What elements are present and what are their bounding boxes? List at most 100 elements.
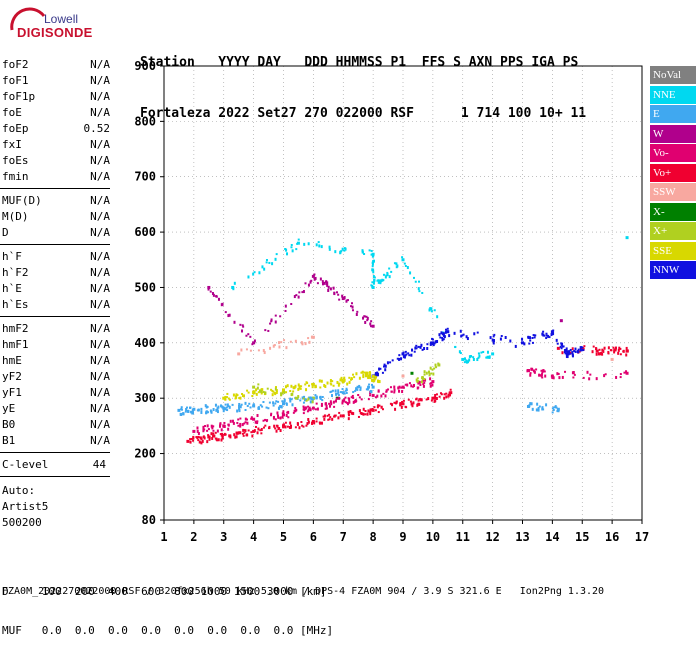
param-name: C-level	[2, 458, 49, 471]
trace-dot	[272, 401, 275, 405]
trace-dot	[221, 434, 224, 437]
param-row-fxi: fxI N/A	[2, 138, 110, 152]
trace-dot	[307, 408, 310, 412]
trace-dot	[571, 351, 574, 355]
trace-dot	[247, 391, 250, 394]
trace-dot	[319, 395, 322, 399]
trace-dot	[347, 410, 350, 413]
trace-dot	[417, 280, 420, 283]
trace-dot	[284, 385, 287, 389]
trace-dot	[432, 344, 435, 347]
trace-dot	[238, 402, 241, 406]
trace-dot	[330, 390, 333, 393]
trace-dot	[424, 378, 427, 382]
trace-dot	[321, 280, 324, 284]
trace-dot	[285, 248, 288, 252]
trace-dot	[573, 373, 576, 376]
trace-dot	[329, 382, 332, 385]
trace-dot	[465, 360, 468, 364]
trace-dot	[434, 393, 437, 397]
trace-dot	[306, 422, 309, 426]
x-tick-label: 10	[426, 530, 440, 544]
trace-dot	[277, 416, 280, 419]
trace-dot	[569, 348, 572, 351]
trace-dot	[388, 267, 391, 270]
trace-dot	[329, 400, 332, 404]
header-line-2: Fortaleza 2022 Set27 270 022000 RSF 1 71…	[140, 106, 587, 121]
trace-dot	[314, 386, 317, 389]
logo-brand: Lowell	[44, 12, 79, 26]
trace-dot	[341, 388, 344, 391]
trace-dot	[259, 404, 262, 407]
trace-dot	[279, 405, 282, 409]
trace-dot	[241, 392, 244, 395]
trace-dot	[369, 411, 372, 414]
trace-dot	[346, 382, 349, 386]
trace-dot	[420, 343, 423, 347]
trace-dot	[304, 282, 307, 285]
trace-dot	[372, 281, 375, 285]
trace-dot	[197, 432, 200, 436]
trace-dot	[283, 339, 286, 342]
trace-dot	[556, 372, 559, 376]
trace-dot	[280, 394, 283, 397]
trace-dot	[256, 420, 259, 423]
trace-dot	[199, 436, 202, 439]
trace-dot	[343, 296, 346, 300]
trace-dot	[420, 380, 423, 384]
trace-dot	[360, 411, 363, 415]
trace-dot	[250, 416, 253, 419]
trace-dot	[529, 339, 532, 342]
point-vominus	[371, 393, 375, 397]
trace-dot	[321, 399, 324, 402]
param-row-he: h`E N/A	[2, 282, 110, 296]
trace-dot	[344, 389, 347, 392]
trace-dot	[384, 275, 387, 279]
trace-dot	[308, 340, 311, 344]
trace-dot	[533, 336, 536, 339]
y-tick-label: 900	[134, 59, 156, 73]
trace-dot	[372, 255, 375, 258]
trace-dot	[528, 342, 531, 345]
trace-dot	[412, 401, 415, 405]
trace-dot	[254, 420, 257, 423]
point-xplus	[252, 385, 256, 389]
trace-dot	[444, 328, 447, 331]
point-xplus	[311, 396, 315, 400]
trace-dot	[359, 388, 362, 391]
trace-dot	[545, 403, 548, 407]
trace-dot	[380, 279, 383, 283]
trace-dot	[485, 356, 488, 359]
trace-dot	[406, 383, 409, 387]
trace-dot	[409, 271, 412, 275]
trace-dot	[352, 396, 355, 399]
trace-dot	[445, 395, 448, 399]
trace-dot	[215, 408, 218, 412]
trace-dot	[198, 440, 201, 444]
trace-dot	[275, 400, 278, 403]
trace-dot	[291, 403, 294, 407]
trace-dot	[320, 245, 323, 249]
trace-dot	[284, 304, 287, 308]
trace-dot	[250, 417, 253, 420]
trace-dot	[330, 383, 333, 386]
trace-dot	[327, 288, 330, 292]
trace-dot	[365, 374, 368, 378]
trace-dot	[543, 370, 546, 373]
trace-dot	[275, 253, 278, 256]
param-value: N/A	[90, 338, 110, 351]
trace-dot	[417, 399, 420, 402]
trace-dot	[328, 418, 331, 421]
trace-dot	[336, 392, 339, 395]
trace-dot	[486, 350, 489, 354]
trace-dot	[427, 397, 430, 401]
trace-dot	[262, 348, 265, 352]
trace-dot	[238, 397, 241, 400]
trace-dot	[305, 388, 308, 392]
trace-dot	[406, 266, 409, 270]
trace-dot	[571, 353, 574, 357]
param-row-foes: foEs N/A	[2, 154, 110, 168]
trace-dot	[305, 381, 308, 384]
trace-dot	[271, 393, 274, 397]
trace-dot	[416, 403, 419, 406]
